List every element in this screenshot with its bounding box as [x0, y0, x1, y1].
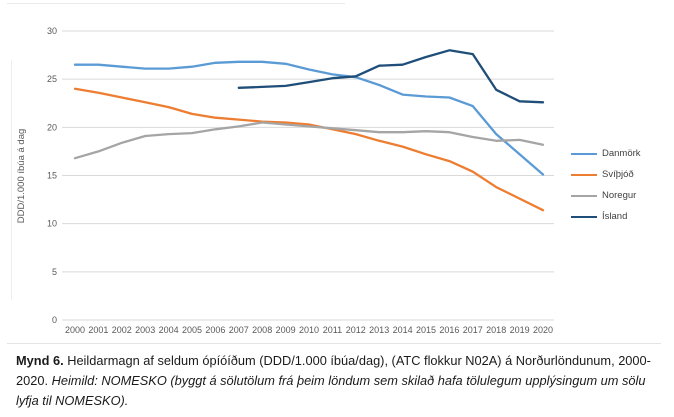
- x-tick-label-2013: 2013: [369, 325, 389, 335]
- x-tick-label-2016: 2016: [439, 325, 459, 335]
- legend-line-swatch-island: [571, 215, 597, 218]
- figure-border-top: [7, 3, 345, 4]
- x-tick-label-2000: 2000: [65, 325, 85, 335]
- legend-line-swatch-danmork: [571, 152, 597, 155]
- opioid-sales-line-chart: 0 5 10 15 20 25 30 2000 2001 2002 2003 2004 2005 2006…: [16, 26, 554, 335]
- legend-label-island: Ísland: [602, 211, 628, 222]
- x-tick-label-2017: 2017: [463, 325, 483, 335]
- series-line-noregur: [73, 121, 545, 160]
- x-tick-label-2006: 2006: [205, 325, 225, 335]
- y-axis-title: DDD/1.000 íbúa á dag: [16, 129, 27, 224]
- y-tick-label-5: 5: [52, 267, 57, 277]
- figure-border-bottom: [7, 343, 661, 344]
- legend-label-danmork: Danmörk: [602, 148, 641, 159]
- series-line-svíþjóð: [73, 87, 545, 212]
- x-tick-label-2014: 2014: [393, 325, 413, 335]
- x-tick-label-2019: 2019: [510, 325, 530, 335]
- x-tick-label-2004: 2004: [159, 325, 179, 335]
- legend-item-noregur: Noregur: [571, 185, 641, 206]
- y-tick-label-10: 10: [47, 219, 57, 229]
- caption-body: Heildarmagn af seldum ópíóíðum (DDD/1.00…: [16, 353, 651, 388]
- x-tick-label-2002: 2002: [112, 325, 132, 335]
- series-line-ísland: [237, 49, 545, 104]
- y-tick-label-0: 0: [52, 315, 57, 325]
- y-tick-label-30: 30: [47, 26, 57, 36]
- y-tick-label-25: 25: [47, 74, 57, 84]
- legend-item-svithjod: Svíþjóð: [571, 164, 641, 185]
- x-tick-label-2012: 2012: [346, 325, 366, 335]
- x-tick-label-2008: 2008: [252, 325, 272, 335]
- chart-legend: Danmörk Svíþjóð Noregur Ísland: [571, 143, 641, 227]
- figure-border-left: [11, 60, 12, 300]
- caption-source: Heimild: NOMESKO (byggt á sölutölum frá …: [16, 373, 646, 408]
- legend-label-noregur: Noregur: [602, 190, 637, 201]
- legend-item-danmork: Danmörk: [571, 143, 641, 164]
- legend-label-svithjod: Svíþjóð: [602, 169, 634, 180]
- y-tick-label-15: 15: [47, 171, 57, 181]
- x-tick-label-2015: 2015: [416, 325, 436, 335]
- legend-line-swatch-svithjod: [571, 173, 597, 176]
- legend-item-island: Ísland: [571, 206, 641, 227]
- x-tick-label-2009: 2009: [276, 325, 296, 335]
- x-tick-label-2003: 2003: [135, 325, 155, 335]
- x-tick-label-2018: 2018: [486, 325, 506, 335]
- x-tick-label-2001: 2001: [88, 325, 108, 335]
- legend-line-swatch-noregur: [571, 194, 597, 197]
- y-tick-label-20: 20: [47, 122, 57, 132]
- x-tick-label-2007: 2007: [229, 325, 249, 335]
- figure-caption: Mynd 6. Heildarmagn af seldum ópíóíðum (…: [16, 351, 658, 411]
- x-tick-label-2005: 2005: [182, 325, 202, 335]
- caption-figure-number: Mynd 6.: [16, 353, 64, 368]
- series-line-danmörk: [73, 60, 545, 176]
- x-tick-label-2011: 2011: [323, 325, 342, 335]
- x-tick-label-2020: 2020: [533, 325, 553, 335]
- x-tick-label-2010: 2010: [299, 325, 319, 335]
